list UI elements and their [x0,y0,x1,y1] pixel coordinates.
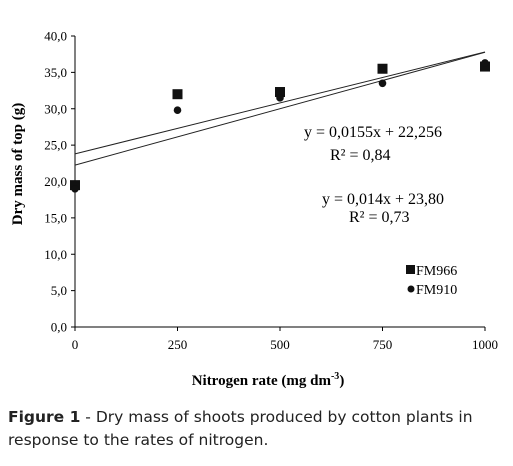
figure-caption: Figure 1 - Dry mass of shoots produced b… [8,406,504,452]
y-tick-label: 10,0 [44,247,67,262]
y-tick-label: 40,0 [44,29,67,44]
trendline-1 [74,51,486,155]
x-axis-ticks: 0 250 500 750 1000 [72,327,498,352]
legend-square-marker [406,265,415,274]
y-tick-label: 5,0 [51,283,67,298]
r2-fm910: R² = 0,73 [349,209,410,226]
x-axis-title: Nitrogen rate (mg dm-3) [192,371,345,389]
y-tick-label: 0,0 [51,320,67,335]
x-tick-label: 250 [168,337,188,352]
legend-label-fm966: FM966 [416,264,457,279]
x-tick-label: 0 [72,337,79,352]
point-fm910 [71,184,79,193]
dry-mass-chart: 0,0 5,0 10,0 15,0 20,0 25,0 30,0 35,0 40,0 0 250 5… [10,29,498,390]
data-points [70,59,490,193]
legend-label-fm910: FM910 [416,283,457,298]
legend-circle-marker [407,285,415,293]
y-axis-title: Dry mass of top (g) [10,103,26,225]
point-fm910 [276,94,284,102]
point-fm910 [481,59,489,67]
caption-text: - Dry mass of shoots produced by cotton … [8,408,473,449]
point-fm966 [377,63,388,74]
point-fm910 [378,79,387,88]
x-tick-label: 1000 [472,337,498,352]
figure-label: Figure 1 [8,408,81,426]
y-axis-ticks: 0,0 5,0 10,0 15,0 20,0 25,0 30,0 35,0 40,0 [44,29,75,335]
x-tick-label: 500 [270,337,290,352]
trendline-0 [74,51,486,166]
equation-fm910: y = 0,014x + 23,80 [322,191,444,208]
equation-fm966: y = 0,0155x + 22,256 [304,124,442,141]
trendlines [74,51,486,166]
y-tick-label: 30,0 [44,101,67,116]
point-fm966 [172,89,183,100]
y-tick-label: 25,0 [44,138,67,153]
point-fm966 [275,87,285,98]
x-tick-label: 750 [373,337,393,352]
y-tick-label: 15,0 [44,210,67,225]
point-fm910 [173,106,182,115]
y-tick-label: 20,0 [44,174,67,189]
r2-fm966: R² = 0,84 [330,147,391,164]
y-tick-label: 35,0 [44,65,67,80]
